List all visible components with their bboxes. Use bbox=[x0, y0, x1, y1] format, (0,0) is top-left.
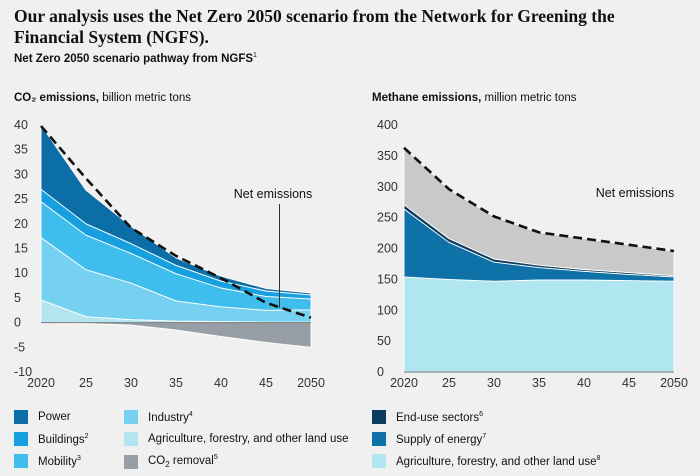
[object Object]-ytick: 400 bbox=[377, 118, 398, 132]
legend-footnote: 2 bbox=[84, 432, 89, 440]
co2-net-emissions-label: Net emissions bbox=[234, 187, 313, 201]
[object Object]-ytick: 100 bbox=[377, 303, 398, 317]
co2-legend-item-agriculture-forestry-and-other-land-use: Agriculture, forestry, and other land us… bbox=[124, 432, 349, 446]
subtitle-text: Net Zero 2050 scenario pathway from NGFS bbox=[14, 52, 254, 65]
[object Object]-xtick: 25 bbox=[442, 376, 456, 390]
legend-label-text: Supply of energy bbox=[396, 433, 483, 446]
legend-label-text: Power bbox=[38, 411, 71, 423]
methane-area-agriculture-forestry-and-other-land-use bbox=[403, 276, 675, 373]
legend-swatch bbox=[124, 410, 138, 424]
[object Object]-ytick: 35 bbox=[14, 143, 28, 157]
legend-label: End-use sectors6 bbox=[396, 411, 483, 424]
[object Object]-xtick: 35 bbox=[169, 376, 183, 390]
legend-label: Industry4 bbox=[148, 411, 193, 424]
legend-footnote: 3 bbox=[76, 454, 81, 462]
[object Object]-ytick: 0 bbox=[377, 365, 384, 379]
co2-chart-title: CO₂ emissions, billion metric tons bbox=[14, 92, 191, 104]
[object Object]-ytick: 0 bbox=[14, 316, 21, 330]
co2-area-power bbox=[40, 124, 312, 296]
legend-swatch bbox=[14, 410, 28, 424]
legend-label: CO2 removal5 bbox=[148, 454, 218, 469]
legend-swatch bbox=[372, 410, 386, 424]
legend-label-text: Industry bbox=[148, 411, 189, 424]
legend-label: Buildings2 bbox=[38, 433, 89, 446]
[object Object]-xtick: 45 bbox=[622, 376, 636, 390]
methane-net-emissions-label: Net emissions bbox=[596, 186, 675, 200]
[object Object]-ytick: 5 bbox=[14, 291, 21, 305]
[object Object]-ytick: 300 bbox=[377, 180, 398, 194]
co2-legend-item-power: Power bbox=[14, 410, 71, 424]
legend-label: Agriculture, forestry, and other land us… bbox=[148, 433, 349, 445]
legend-label: Power bbox=[38, 411, 71, 423]
legend-label: Supply of energy7 bbox=[396, 433, 486, 446]
[object Object]-ytick: 200 bbox=[377, 242, 398, 256]
co2-legend-item-mobility: Mobility3 bbox=[14, 454, 81, 468]
methane-title-bold: Methane emissions, bbox=[372, 92, 482, 104]
co2-legend-item-buildings: Buildings2 bbox=[14, 432, 89, 446]
[object Object]-ytick: 15 bbox=[14, 242, 28, 256]
legend-swatch bbox=[124, 454, 138, 469]
[object Object]-xtick: 40 bbox=[214, 376, 228, 390]
subtitle-footnote: 1 bbox=[253, 52, 257, 59]
methane-legend-item-supply-of-energy: Supply of energy7 bbox=[372, 432, 486, 446]
[object Object]-xtick: 35 bbox=[532, 376, 546, 390]
legend-swatch bbox=[372, 432, 386, 446]
[object Object]-ytick: 25 bbox=[14, 192, 28, 206]
[object Object]-ytick: 250 bbox=[377, 211, 398, 225]
co2-title-unit: billion metric tons bbox=[99, 92, 192, 104]
[object Object]-xtick: 30 bbox=[124, 376, 138, 390]
legend-swatch bbox=[372, 454, 386, 468]
co2-net-emissions-line bbox=[40, 125, 312, 319]
methane-legend-item-end-use-sectors: End-use sectors6 bbox=[372, 410, 483, 424]
[object Object]-xtick: 40 bbox=[577, 376, 591, 390]
legend-label: Mobility3 bbox=[38, 455, 81, 468]
methane-net-emissions-line bbox=[403, 146, 675, 253]
legend-swatch bbox=[14, 432, 28, 446]
legend-label-text: Buildings bbox=[38, 433, 85, 446]
legend-label-subscript: 2 bbox=[165, 460, 170, 470]
legend-label-rest: removal bbox=[169, 454, 214, 467]
legend-footnote: 6 bbox=[479, 410, 484, 418]
[object Object]-xtick: 25 bbox=[79, 376, 93, 390]
legend-footnote: 7 bbox=[482, 432, 487, 440]
[object Object]-xtick: 2050 bbox=[297, 376, 325, 390]
[object Object]-ytick: 350 bbox=[377, 149, 398, 163]
[object Object]-xtick: 30 bbox=[487, 376, 501, 390]
legend-label: Agriculture, forestry, and other land us… bbox=[396, 455, 600, 468]
legend-footnote: 8 bbox=[596, 454, 601, 462]
[object Object]-ytick: -10 bbox=[14, 365, 32, 379]
[object Object]-xtick: 2020 bbox=[27, 376, 55, 390]
co2-title-bold: CO₂ emissions, bbox=[14, 92, 99, 104]
subtitle: Net Zero 2050 scenario pathway from NGFS… bbox=[14, 52, 257, 65]
[object Object]-ytick: 10 bbox=[14, 266, 28, 280]
[object Object]-ytick: 30 bbox=[14, 167, 28, 181]
[object Object]-xtick: 2050 bbox=[660, 376, 688, 390]
[object Object]-ytick: 50 bbox=[377, 334, 391, 348]
[object Object]-ytick: 40 bbox=[14, 118, 28, 132]
legend-label-text: Agriculture, forestry, and other land us… bbox=[396, 455, 597, 468]
[object Object]-ytick: -5 bbox=[14, 340, 25, 354]
legend-label-text: CO bbox=[148, 454, 166, 467]
legend-label-text: Agriculture, forestry, and other land us… bbox=[148, 433, 349, 445]
legend-footnote: 4 bbox=[188, 410, 193, 418]
legend-swatch bbox=[124, 432, 138, 446]
methane-chart-title: Methane emissions, million metric tons bbox=[372, 92, 577, 104]
methane-title-unit: million metric tons bbox=[481, 92, 577, 104]
headline: Our analysis uses the Net Zero 2050 scen… bbox=[14, 6, 615, 47]
legend-swatch bbox=[14, 454, 28, 468]
legend-label-text: Mobility bbox=[38, 455, 77, 468]
legend-label-text: End-use sectors bbox=[396, 411, 480, 424]
methane-legend-item-agriculture-forestry-and-other-land-use: Agriculture, forestry, and other land us… bbox=[372, 454, 600, 468]
[object Object]-xtick: 45 bbox=[259, 376, 273, 390]
[object Object]-xtick: 2020 bbox=[390, 376, 418, 390]
[object Object]-ytick: 150 bbox=[377, 272, 398, 286]
co2-legend-item-co-removal: CO2 removal5 bbox=[124, 454, 218, 469]
[object Object]-ytick: 20 bbox=[14, 217, 28, 231]
legend-footnote: 5 bbox=[213, 454, 218, 461]
co2-legend-item-industry: Industry4 bbox=[124, 410, 193, 424]
